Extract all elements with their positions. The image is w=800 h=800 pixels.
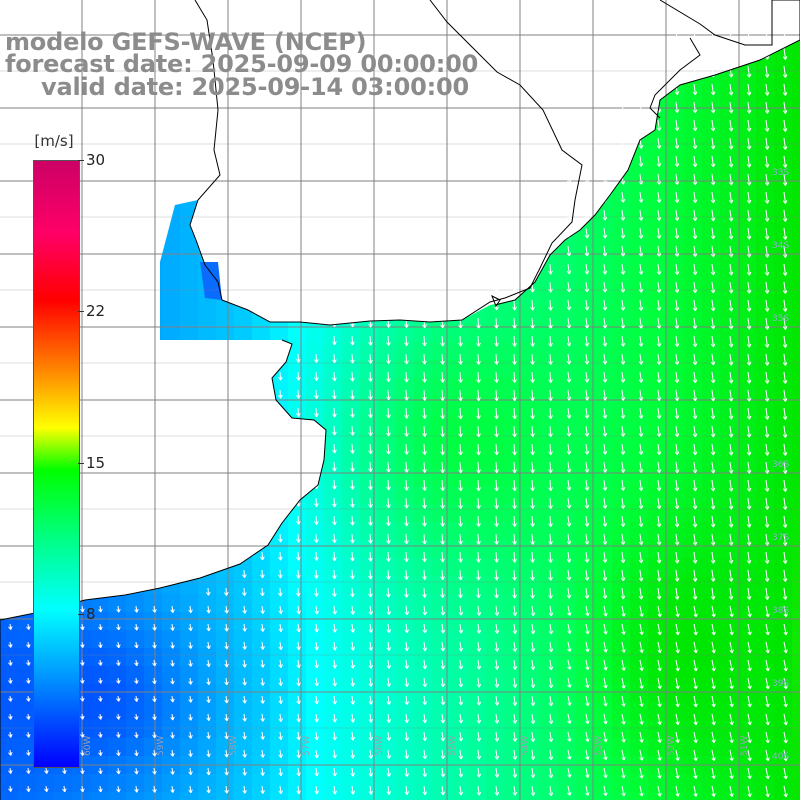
colorbar-tick-8: 8 [86,605,96,623]
lon-label: 52W [667,736,677,756]
lon-label: 56W [375,736,385,756]
lon-label: 57W [302,736,312,756]
wind-arrows [8,11,788,798]
lat-label: 40S [772,752,789,762]
lon-label: 58W [229,736,239,756]
land-mask [200,262,222,300]
lat-label: 36S [772,460,789,470]
colorbar-tick-22: 22 [86,302,106,320]
lon-label: 53W [594,736,604,756]
lat-label: 35S [772,314,789,324]
grid-labels: 60W 59W 58W 57W 56W 55W 54W 53W 52W 51W 33S 34S 35S 3… [83,168,789,762]
colorbar-tick-mark [78,311,84,312]
colorbar-tick-mark [78,463,84,464]
lon-label: 60W [83,736,93,756]
lon-label: 55W [448,736,458,756]
lon-label: 59W [156,736,166,756]
colorbar-tick-mark [78,614,84,615]
lat-label: 38S [772,606,789,616]
lat-label: 37S [772,533,789,543]
colorbar-units: [m/s] [34,132,74,150]
lat-label: 34S [772,241,789,251]
map-title-forecast-date: forecast date: 2025-09-09 00:00:00 [5,50,479,78]
colorbar-tick-30: 30 [86,151,106,169]
lon-label: 51W [740,736,750,756]
colorbar-tick-mark [78,160,84,161]
colorbar-tick-15: 15 [86,454,106,472]
lat-label: 39S [772,679,789,689]
lon-label: 54W [521,736,531,756]
map-title-model: modelo GEFS-WAVE (NCEP) [5,28,367,56]
lat-label: 33S [772,168,789,178]
colorbar [33,160,80,768]
map-title-valid-date: valid date: 2025-09-14 03:00:00 [41,73,469,101]
